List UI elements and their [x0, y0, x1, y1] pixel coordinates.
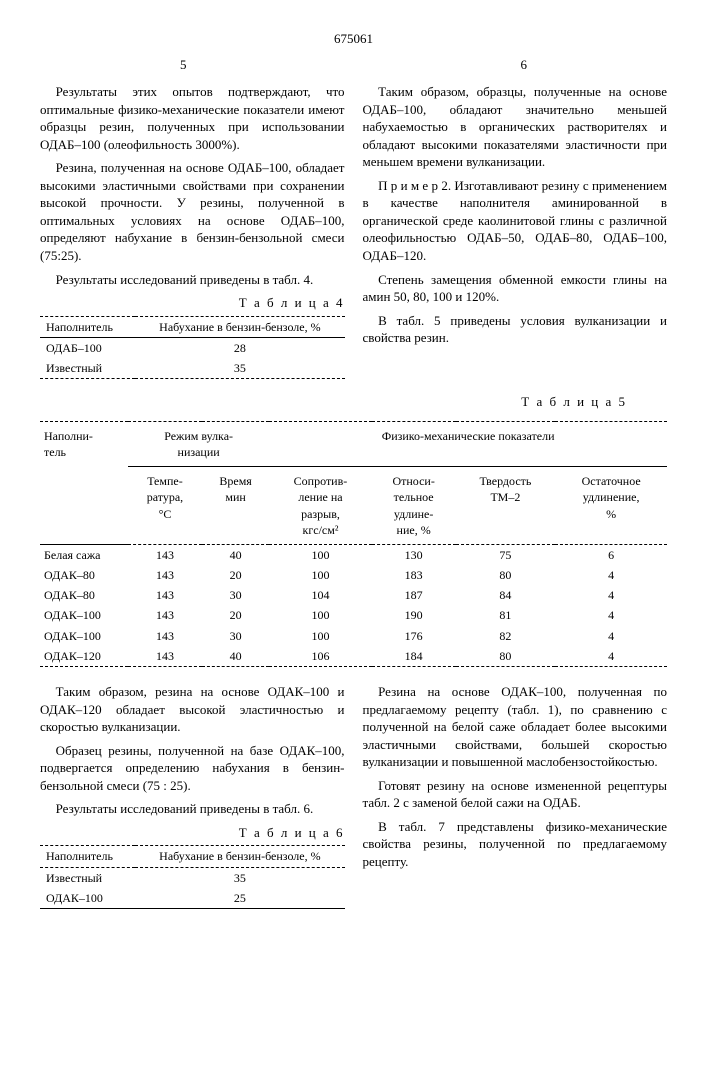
para: Степень замещения обменной емкости глины…	[363, 271, 668, 306]
td: 143	[128, 544, 202, 565]
td: 81	[456, 605, 556, 625]
td: 40	[202, 646, 269, 667]
td: 4	[555, 585, 667, 605]
td: 80	[456, 646, 556, 667]
td: ОДАК–100	[40, 605, 128, 625]
para: Результаты исследований приведены в табл…	[40, 800, 345, 818]
para: В табл. 5 приведены условия вулканизации…	[363, 312, 668, 347]
td: 100	[269, 605, 372, 625]
td: 184	[372, 646, 456, 667]
td: ОДАК–120	[40, 646, 128, 667]
td: 183	[372, 565, 456, 585]
td: 143	[128, 565, 202, 585]
td: 30	[202, 626, 269, 646]
para: Результаты исследований приведены в табл…	[40, 271, 345, 289]
td: 104	[269, 585, 372, 605]
td: 28	[135, 337, 344, 358]
td: 4	[555, 646, 667, 667]
td: ОДАК–100	[40, 888, 135, 909]
th: Режим вулка-низации	[128, 421, 269, 466]
th: Физико-механические показатели	[269, 421, 667, 466]
td: 130	[372, 544, 456, 565]
td: 187	[372, 585, 456, 605]
th: Времямин	[202, 467, 269, 545]
para: Резина, полученная на основе ОДАБ–100, о…	[40, 159, 345, 264]
th: Темпе-ратура,°C	[128, 467, 202, 545]
td: 100	[269, 544, 372, 565]
th: Сопротив-ление наразрыв,кгс/см²	[269, 467, 372, 545]
table5-label: Т а б л и ц а 5	[40, 393, 667, 411]
td: ОДАК–80	[40, 585, 128, 605]
td: 80	[456, 565, 556, 585]
td: 176	[372, 626, 456, 646]
th: Остаточноеудлинение,%	[555, 467, 667, 545]
td: ОДАБ–100	[40, 337, 135, 358]
td: Белая сажа	[40, 544, 128, 565]
td: ОДАК–80	[40, 565, 128, 585]
para: В табл. 7 представлены физико-механическ…	[363, 818, 668, 871]
th: Наполнитель	[40, 846, 135, 867]
th: Наполни-тель	[40, 421, 128, 544]
table-5: Наполни-тель Режим вулка-низации Физико-…	[40, 421, 667, 667]
td: Известный	[40, 867, 135, 888]
para: Резина на основе ОДАК–100, полученная по…	[363, 683, 668, 771]
para: Результаты этих опытов подтверждают, что…	[40, 83, 345, 153]
td: 143	[128, 605, 202, 625]
td: 75	[456, 544, 556, 565]
td: Известный	[40, 358, 135, 379]
th: Наполнитель	[40, 316, 135, 337]
table-4: Наполнитель Набухание в бензин-бензоле, …	[40, 316, 345, 380]
th: Набухание в бензин-бензоле, %	[135, 316, 344, 337]
td: 40	[202, 544, 269, 565]
td: 143	[128, 585, 202, 605]
para: Готовят резину на основе измененной реце…	[363, 777, 668, 812]
td: 190	[372, 605, 456, 625]
table4-label: Т а б л и ц а 4	[40, 294, 345, 312]
page-num-left: 5	[180, 56, 187, 74]
th: Набухание в бензин-бензоле, %	[135, 846, 344, 867]
td: 143	[128, 626, 202, 646]
th: Относи-тельноеудлине-ние, %	[372, 467, 456, 545]
table-6: Наполнитель Набухание в бензин-бензоле, …	[40, 845, 345, 909]
para: Таким образом, резина на основе ОДАК–100…	[40, 683, 345, 736]
td: 35	[135, 867, 344, 888]
para: Образец резины, полученной на базе ОДАК–…	[40, 742, 345, 795]
td: 4	[555, 605, 667, 625]
td: 25	[135, 888, 344, 909]
doc-number: 675061	[40, 30, 667, 48]
td: 20	[202, 565, 269, 585]
table6-label: Т а б л и ц а 6	[40, 824, 345, 842]
td: 35	[135, 358, 344, 379]
td: 100	[269, 626, 372, 646]
td: 106	[269, 646, 372, 667]
td: 4	[555, 626, 667, 646]
td: 30	[202, 585, 269, 605]
td: 82	[456, 626, 556, 646]
td: 4	[555, 565, 667, 585]
td: 143	[128, 646, 202, 667]
td: 20	[202, 605, 269, 625]
para: П р и м е р 2. Изготавливают резину с пр…	[363, 177, 668, 265]
td: ОДАК–100	[40, 626, 128, 646]
td: 6	[555, 544, 667, 565]
para: Таким образом, образцы, полученные на ос…	[363, 83, 668, 171]
td: 84	[456, 585, 556, 605]
th: ТвердостьТМ–2	[456, 467, 556, 545]
td: 100	[269, 565, 372, 585]
page-num-right: 6	[521, 56, 528, 74]
